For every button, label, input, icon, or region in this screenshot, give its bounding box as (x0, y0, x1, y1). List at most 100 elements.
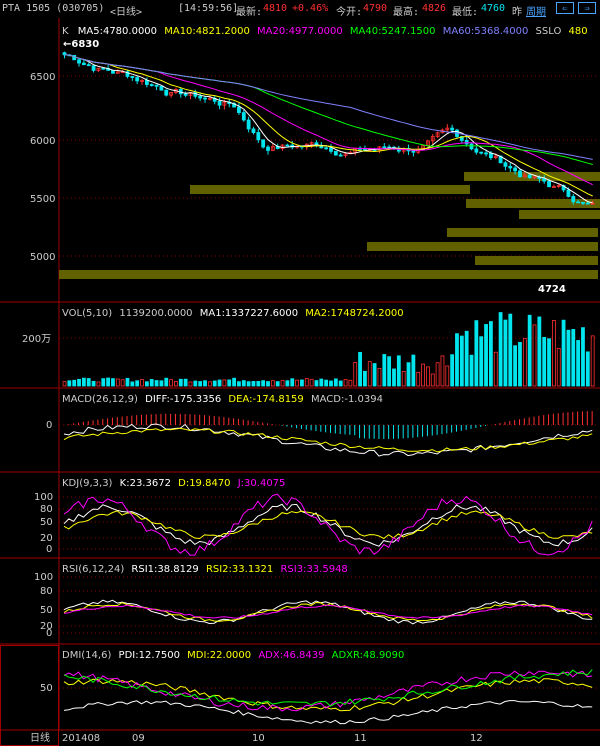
macd-dea-line (63, 427, 593, 453)
macd-name: MACD(26,12,9) (62, 394, 138, 405)
low-value: 4760 (481, 3, 506, 14)
volume-bar (115, 378, 120, 387)
candle-body (154, 84, 159, 87)
candle-body (101, 67, 106, 70)
price-zone-bar (59, 270, 598, 279)
volume-bar (261, 380, 266, 387)
volume-bar (542, 336, 547, 387)
volume-bar (464, 330, 469, 387)
volume-bar (469, 354, 474, 387)
volume-bar (212, 380, 217, 387)
rsi-tick-100: 100 (34, 572, 53, 583)
volume-bar (590, 335, 595, 387)
volume-bar (450, 354, 455, 387)
dmi-adx: ADX:46.8439 (258, 650, 324, 661)
volume-bar (77, 378, 81, 387)
volume-bar (217, 379, 222, 387)
ma10-legend: MA10:4821.2000 (164, 26, 250, 37)
ma60-legend: MA60:5368.4000 (443, 26, 529, 37)
volume-bar (416, 371, 421, 387)
candle-body (115, 71, 120, 74)
volume-bar (193, 380, 198, 387)
rsi-3: RSI3:33.5948 (280, 564, 347, 575)
x-label-10: 10 (252, 733, 265, 744)
candle-body (125, 71, 130, 77)
volume-bar (445, 365, 450, 387)
dmi-adxr: ADXR:48.9090 (332, 650, 405, 661)
volume-bar (387, 356, 392, 387)
volume-bar (479, 336, 484, 387)
sslo-legend: SSLO (536, 26, 562, 37)
kdj-tick-100: 100 (34, 492, 53, 503)
candle-body (256, 132, 261, 141)
candle-body (222, 101, 227, 106)
candle-body (91, 65, 96, 71)
volume-bar (203, 380, 207, 387)
candle-body (430, 136, 435, 142)
volume-bar (270, 380, 275, 387)
candle-body (77, 59, 81, 64)
candle-body (576, 201, 581, 204)
volume-bar (455, 333, 459, 387)
volume-bar (430, 373, 435, 387)
candle-body (207, 97, 212, 100)
price-zone-bar (190, 185, 470, 194)
candle-body (411, 150, 416, 153)
volume-bar (377, 367, 382, 387)
dmi-pdi-line (63, 700, 593, 725)
volume-bar (411, 354, 416, 387)
candle-body (285, 144, 290, 147)
candle-body (556, 185, 561, 187)
volume-bar (159, 380, 164, 387)
ma-line (64, 54, 593, 165)
volume-bar (527, 314, 532, 387)
kdj-d: D:19.8470 (178, 478, 230, 489)
volume-bar (120, 379, 125, 387)
volume-bar (363, 370, 367, 387)
volume-bar (222, 379, 227, 387)
volume-bar (130, 381, 135, 387)
arrow-right-icon[interactable]: ⇒ (578, 2, 596, 14)
kdj-tick-50: 50 (40, 517, 53, 528)
candle-body (590, 202, 595, 205)
kdj-k-line (63, 503, 593, 547)
volume-bar (174, 381, 178, 387)
volume-bar (91, 380, 96, 387)
svg-text:RSI(6,12,24) RSI1:38.8129: RSI(6,12,24) RSI1:38.8129 RSI2:33.1321 R… (62, 564, 348, 575)
period-button[interactable]: 周期 (526, 7, 546, 18)
rsi-tick-0: 0 (46, 628, 52, 639)
last-value: 4810 (263, 3, 288, 14)
volume-bar (329, 380, 333, 387)
volume-bar (343, 379, 348, 387)
volume-bar (125, 377, 130, 387)
prev-label: 昨 (512, 7, 522, 18)
volume-bar (576, 340, 581, 387)
kdj-d-line (63, 510, 593, 540)
change-pct: +0.46% (292, 3, 329, 14)
candle-body (203, 97, 207, 100)
high-marker: ←6830 (63, 39, 99, 50)
candle-body (479, 151, 484, 154)
vol-ma2: MA2:1748724.2000 (305, 308, 403, 319)
volume-bar (382, 354, 387, 387)
open-label: 今开: (336, 7, 363, 18)
volume-bar (67, 380, 72, 387)
x-label-201408: 201408 (62, 733, 100, 744)
volume-bar (503, 319, 508, 387)
volume-bar (169, 379, 174, 387)
volume-bar (401, 371, 406, 387)
svg-text:DMI(14,6) PDI:12.7500: DMI(14,6) PDI:12.7500 MDI:22.0000 ADX:46… (62, 650, 404, 661)
candle-body (343, 153, 348, 156)
sslo-value: 480 (569, 26, 588, 37)
quote-time: [14:59:56] (178, 3, 239, 14)
volume-bar (348, 379, 353, 387)
kdj-tick-0: 0 (46, 544, 52, 555)
dmi-adx-line (63, 670, 593, 712)
panel-frames (0, 18, 600, 746)
volume-bar (556, 347, 561, 387)
candle-body (111, 69, 115, 74)
arrow-left-icon[interactable]: ⇐ (556, 2, 574, 14)
kdj-k: K:23.3672 (120, 478, 171, 489)
open-value: 4790 (363, 3, 388, 14)
